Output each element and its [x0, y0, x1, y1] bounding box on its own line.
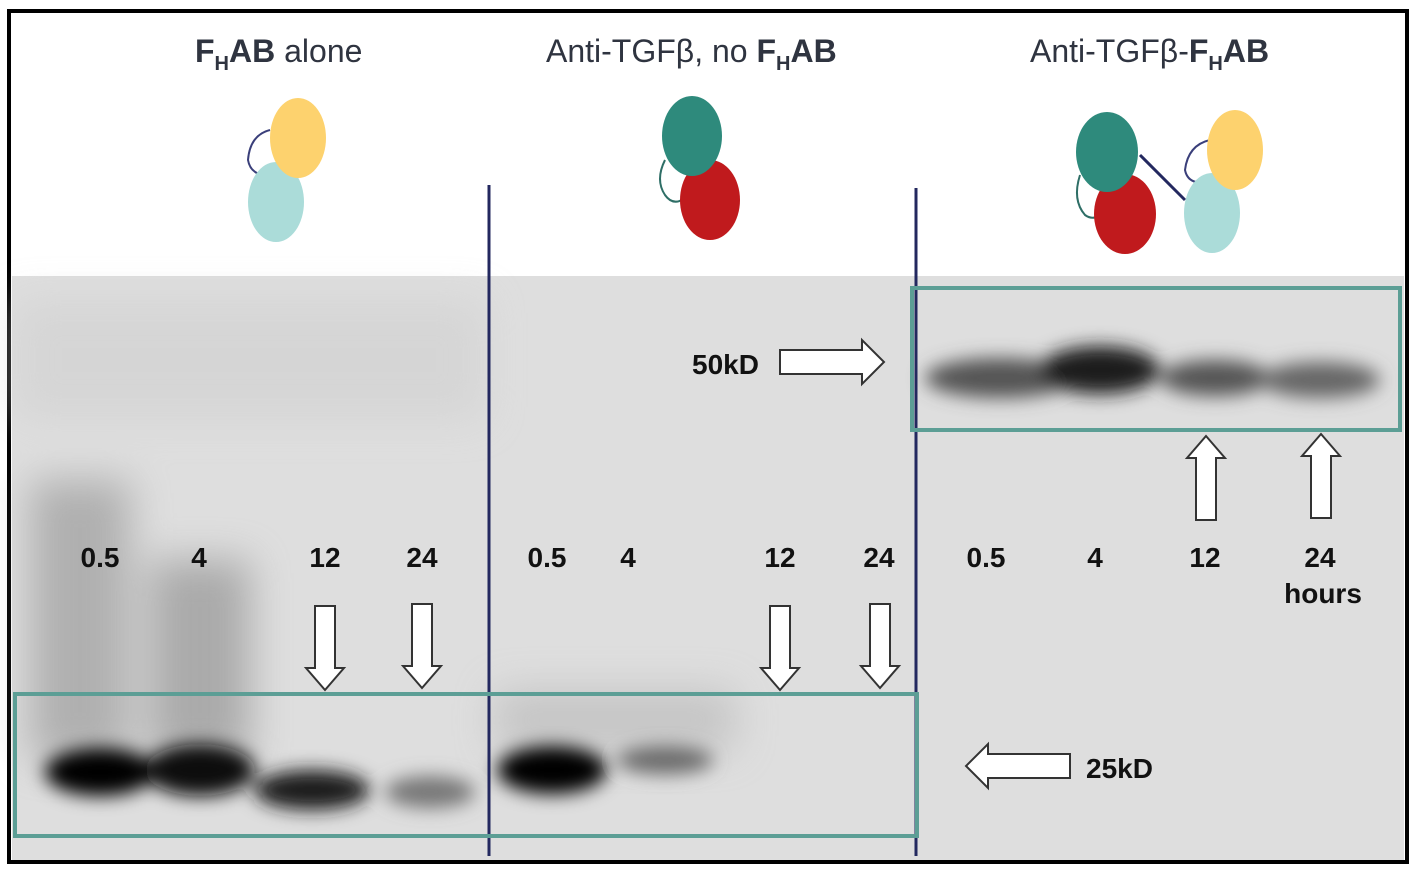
text-part: AB: [229, 33, 275, 69]
text-part: AB: [1223, 33, 1269, 69]
text-part: Anti-TGFβ-: [1030, 33, 1189, 69]
icon: [246, 98, 326, 242]
text-part: F: [195, 33, 215, 69]
lane-label: 24: [406, 542, 438, 573]
arrow: [964, 741, 1071, 791]
text-part: alone: [275, 33, 362, 69]
lane-label: 4: [1087, 542, 1103, 573]
highlight-box: [13, 692, 919, 838]
marker-label: 50kD: [692, 349, 759, 380]
icon: [1075, 110, 1263, 254]
smears: [14, 300, 735, 760]
down-arrows: [303, 603, 902, 692]
lane-label: 4: [620, 542, 636, 573]
lane-label: 0.5: [81, 542, 120, 573]
up-arrows: [1184, 432, 1343, 521]
bands: [45, 346, 1380, 810]
unit-label: hours: [1284, 578, 1362, 609]
panel-title: FHAB alone: [195, 33, 362, 75]
lane-label: 4: [191, 542, 207, 573]
text-part: H: [215, 53, 229, 75]
lane-label: 24: [1304, 542, 1336, 573]
text-part: F: [1189, 33, 1209, 69]
text-part: H: [1208, 53, 1222, 75]
lane-label: 12: [764, 542, 795, 573]
lane-label: 12: [1189, 542, 1220, 573]
highlight-box: [910, 286, 1402, 432]
arrow: [779, 337, 886, 387]
text-part: AB: [790, 33, 836, 69]
text-part: Anti-TGFβ, no: [546, 33, 756, 69]
lane-label: 0.5: [528, 542, 567, 573]
panel-title: Anti-TGFβ-FHAB: [1030, 33, 1269, 75]
panel-title: Anti-TGFβ, no FHAB: [546, 33, 837, 75]
text-part: F: [756, 33, 776, 69]
lane-label: 12: [309, 542, 340, 573]
marker-label: 25kD: [1086, 753, 1153, 784]
lane-label: 0.5: [967, 542, 1006, 573]
lane-label: 24: [863, 542, 895, 573]
icon: [659, 96, 740, 240]
text-part: H: [776, 53, 790, 75]
